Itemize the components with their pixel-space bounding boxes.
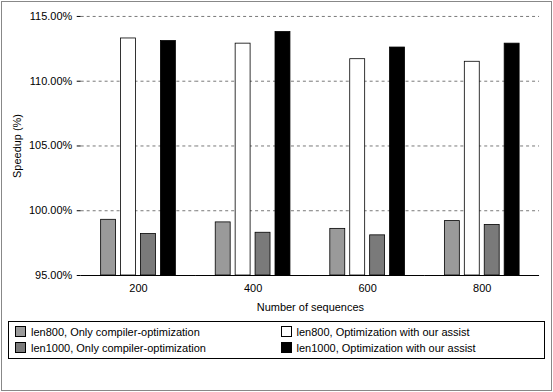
svg-text:115.00%: 115.00% — [30, 10, 73, 22]
svg-text:800: 800 — [473, 282, 491, 294]
svg-text:600: 600 — [359, 282, 377, 294]
svg-text:105.00%: 105.00% — [29, 139, 73, 151]
svg-text:200: 200 — [129, 282, 147, 294]
svg-text:Speedup (%): Speedup (%) — [11, 114, 23, 178]
html-text:len1000, Optimization with our: len1000, Optimization with our assist — [296, 341, 476, 354]
html-text:len800, Optimization with our: len800, Optimization with our assist — [296, 325, 470, 338]
svg-text:95.00%: 95.00% — [35, 269, 72, 281]
svg-text:Number of sequences: Number of sequences — [257, 301, 365, 313]
svg-text:110.00%: 110.00% — [30, 75, 73, 87]
html-text:len800, Only compiler-optimiza: len800, Only compiler-optimization — [31, 325, 200, 338]
html-text:len1000, Only compiler-optimiz: len1000, Only compiler-optimization — [31, 341, 206, 354]
svg-text:100.00%: 100.00% — [29, 204, 73, 216]
svg-text:400: 400 — [244, 282, 262, 294]
